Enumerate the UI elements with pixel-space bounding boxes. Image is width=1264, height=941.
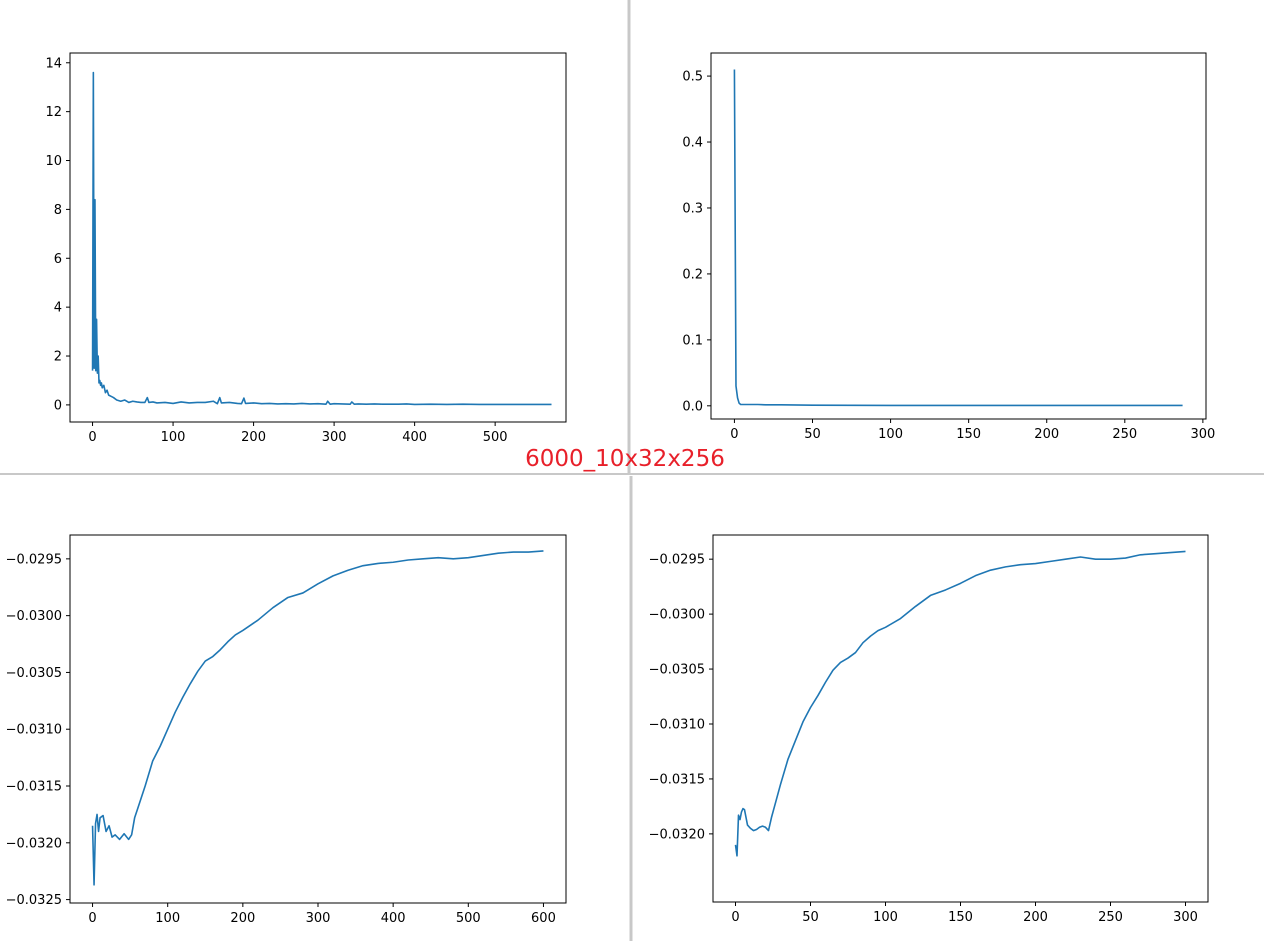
plot-frame bbox=[69, 52, 567, 423]
x-tick-label: 50 bbox=[804, 427, 821, 442]
y-tick-label: −0.0315 bbox=[649, 772, 705, 787]
x-tick-label: 500 bbox=[456, 911, 481, 926]
figure-caption: 6000_10x32x256 bbox=[525, 446, 725, 472]
y-tick-label: −0.0305 bbox=[6, 666, 62, 681]
y-tick-label: −0.0305 bbox=[649, 663, 705, 678]
x-tick-label: 50 bbox=[802, 910, 819, 925]
x-tick-label: 0 bbox=[731, 910, 739, 925]
y-tick-label: −0.0320 bbox=[6, 836, 62, 851]
y-tick-label: −0.0300 bbox=[649, 608, 705, 623]
plot-frame bbox=[69, 534, 567, 904]
x-tick-label: 400 bbox=[381, 911, 406, 926]
x-tick-label: 200 bbox=[1034, 427, 1059, 442]
chart-top-left: 0 100 200 300 400 500 0 2 4 6 8 10 12 14 bbox=[45, 52, 567, 445]
x-tick-label: 400 bbox=[402, 430, 427, 445]
y-tick-label: −0.0325 bbox=[6, 893, 62, 908]
x-tick-label: 200 bbox=[1023, 910, 1048, 925]
x-tick-label: 500 bbox=[483, 430, 508, 445]
x-tick-label: 200 bbox=[230, 911, 255, 926]
x-tick-label: 250 bbox=[1112, 427, 1137, 442]
x-tick-label: 0 bbox=[730, 427, 738, 442]
x-tick-label: 600 bbox=[531, 911, 556, 926]
y-tick-label: 0.5 bbox=[682, 70, 703, 85]
x-tick-label: 0 bbox=[88, 911, 96, 926]
x-tick-label: 0 bbox=[88, 430, 96, 445]
x-tick-label: 150 bbox=[948, 910, 973, 925]
y-tick-label: −0.0295 bbox=[6, 552, 62, 567]
y-tick-label: 8 bbox=[54, 203, 62, 218]
chart-bottom-left: 0 100 200 300 400 500 600 −0.0325 −0.0320 −0.0315… bbox=[6, 534, 567, 926]
y-tick-label: −0.0310 bbox=[649, 717, 705, 732]
y-tick-label: 0.3 bbox=[682, 201, 703, 216]
y-tick-label: 0.2 bbox=[682, 267, 703, 282]
chart-bottom-right: 0 50 100 150 200 250 300 −0.0320 −0.0315 −0.0310 −… bbox=[649, 534, 1209, 925]
x-tick-label: 100 bbox=[155, 911, 180, 926]
series-line bbox=[734, 550, 1186, 857]
x-tick-label: 200 bbox=[241, 430, 266, 445]
y-tick-label: 0.4 bbox=[682, 136, 703, 151]
y-tick-label: 2 bbox=[54, 350, 62, 365]
x-tick-label: 100 bbox=[161, 430, 186, 445]
x-tick-label: 300 bbox=[1173, 910, 1198, 925]
x-tick-label: 150 bbox=[956, 427, 981, 442]
x-tick-label: 250 bbox=[1098, 910, 1123, 925]
y-tick-label: 0.1 bbox=[682, 333, 703, 348]
x-tick-label: 300 bbox=[1190, 427, 1215, 442]
y-tick-label: −0.0315 bbox=[6, 780, 62, 795]
plot-frame bbox=[710, 52, 1207, 420]
plot-frame bbox=[712, 534, 1209, 903]
y-tick-label: 6 bbox=[54, 252, 62, 267]
x-tick-label: 100 bbox=[873, 910, 898, 925]
x-tick-label: 100 bbox=[878, 427, 903, 442]
x-tick-label: 300 bbox=[306, 911, 331, 926]
series-line bbox=[91, 71, 552, 406]
y-tick-label: −0.0300 bbox=[6, 609, 62, 624]
x-tick-label: 300 bbox=[322, 430, 347, 445]
y-tick-label: 10 bbox=[45, 154, 62, 169]
y-tick-label: 12 bbox=[45, 105, 62, 120]
y-tick-label: 0 bbox=[54, 398, 62, 413]
chart-top-right: 0 50 100 150 200 250 300 0.0 0.1 0.2 0.3 0.4 0.5 bbox=[682, 52, 1215, 442]
y-tick-label: −0.0310 bbox=[6, 723, 62, 738]
y-tick-label: −0.0295 bbox=[649, 553, 705, 568]
series-line bbox=[733, 69, 1183, 407]
y-tick-label: 0.0 bbox=[682, 399, 703, 414]
y-tick-label: 4 bbox=[54, 301, 62, 316]
y-tick-label: 14 bbox=[45, 56, 62, 71]
series-line bbox=[91, 550, 544, 886]
y-tick-label: −0.0320 bbox=[649, 827, 705, 842]
